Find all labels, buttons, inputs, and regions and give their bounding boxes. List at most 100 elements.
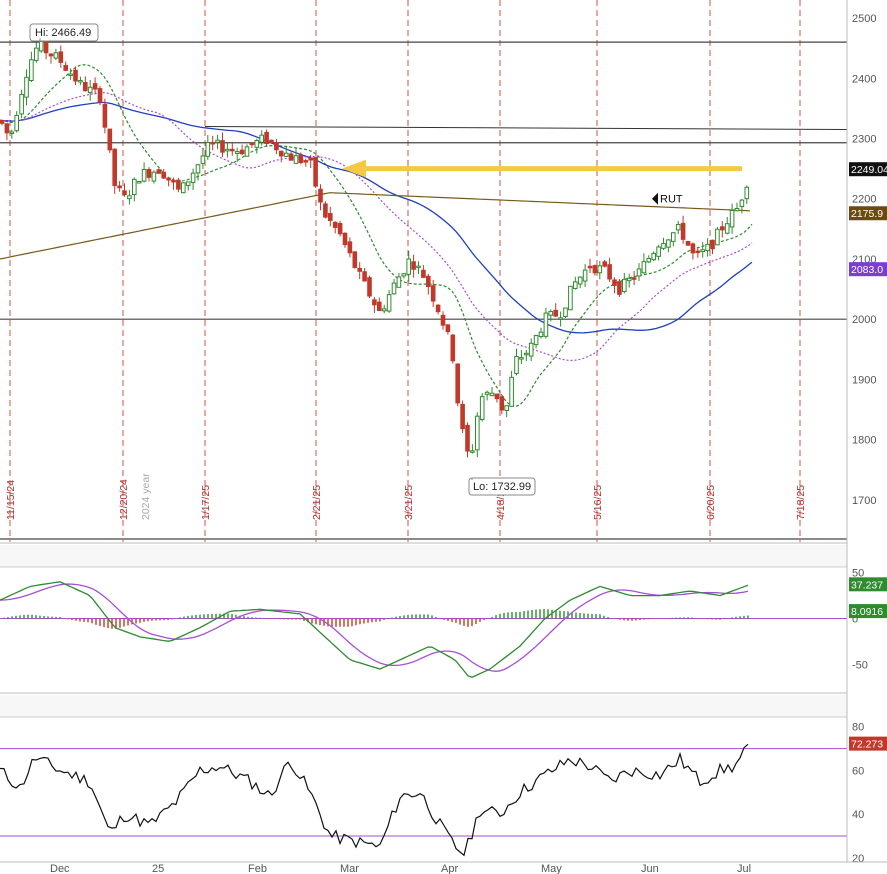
- candle-up: [538, 331, 544, 337]
- candle-down: [48, 53, 54, 57]
- macd-axis-ticks: -50 0 50: [0, 568, 868, 671]
- candle-down: [332, 221, 338, 228]
- x-axis-label: Apr: [441, 863, 458, 874]
- candle-up: [479, 396, 485, 420]
- candle-down: [264, 131, 269, 145]
- macd-tick-label: 0: [852, 614, 858, 626]
- arrow-head: [342, 159, 366, 178]
- macd-signal-line: [0, 583, 749, 672]
- price-tick-label: 1900: [852, 374, 876, 386]
- candle-up: [636, 268, 642, 277]
- price-tick-label: 2200: [852, 194, 876, 206]
- candle-up: [739, 199, 745, 208]
- candle-down: [435, 304, 441, 313]
- candle-up: [744, 186, 750, 200]
- candle-down: [73, 69, 78, 82]
- macd-tag-label: 37.237: [851, 579, 883, 591]
- candle-up: [504, 405, 509, 411]
- candle-down: [4, 123, 10, 134]
- x-axis-label: Mar: [340, 863, 359, 874]
- candle-up: [656, 246, 661, 257]
- price-tick-label: 2400: [852, 73, 876, 85]
- candle-down: [239, 149, 245, 155]
- date-marker-label: 2/21/25: [311, 485, 323, 520]
- price-tag-box: [849, 262, 887, 277]
- candle-up: [641, 261, 647, 274]
- candle-down: [357, 267, 362, 272]
- rsi-axis-ticks: 20 40 60 80: [0, 722, 864, 865]
- candle-up: [519, 357, 524, 360]
- candle-up: [24, 76, 29, 98]
- candle-down: [92, 83, 98, 90]
- candle-down: [421, 269, 426, 278]
- candle-down: [602, 261, 608, 267]
- year-marker-label: 2024 year: [140, 473, 152, 520]
- candle-up: [705, 243, 710, 252]
- candle-down: [720, 226, 725, 231]
- candle-up: [386, 294, 392, 312]
- candle-up: [543, 312, 549, 337]
- horizontal-levels: [0, 41, 848, 540]
- rsi-panel: 20 40 60 80 72.273: [0, 722, 887, 865]
- candle-up: [136, 181, 142, 184]
- rsi-tick-label: 40: [852, 809, 864, 821]
- candle-up: [597, 265, 603, 274]
- candle-up: [729, 209, 735, 228]
- candle-down: [426, 275, 431, 288]
- candle-down: [303, 160, 309, 163]
- candle-up: [548, 310, 554, 316]
- candle-down: [342, 232, 348, 246]
- candles: [0, 37, 750, 458]
- macd-line: [0, 581, 749, 679]
- candle-down: [117, 185, 122, 189]
- x-axis-label: Jun: [641, 863, 659, 874]
- candle-down: [465, 424, 470, 452]
- date-marker-label: 7/18/25: [795, 485, 807, 520]
- candle-down: [112, 148, 118, 187]
- price-tag-label: 2249.04: [851, 164, 887, 176]
- rsi-tick-label: 60: [852, 765, 864, 777]
- symbol-label: RUT: [660, 194, 683, 206]
- candle-down: [450, 334, 456, 362]
- candle-up: [563, 307, 568, 318]
- rut-pointer: [652, 192, 658, 205]
- candle-up: [396, 276, 402, 288]
- price-tags: 2249.04 2175.9 2083.0: [849, 162, 887, 277]
- candle-up: [700, 249, 706, 253]
- date-marker-label: 6/20/25: [705, 485, 717, 520]
- rsi-tick-label: 80: [852, 722, 864, 734]
- price-tick-label: 1800: [852, 435, 876, 447]
- candle-down: [455, 363, 460, 404]
- candle-down: [352, 251, 358, 268]
- candle-up: [68, 73, 73, 77]
- candle-up: [484, 391, 490, 395]
- price-tag-label: 2175.9: [851, 208, 883, 220]
- candle-up: [9, 131, 15, 134]
- candle-up: [528, 342, 534, 357]
- candle-down: [587, 265, 593, 269]
- candle-down: [328, 213, 333, 221]
- candle-up: [181, 182, 186, 194]
- ma-mid-line: [0, 101, 753, 334]
- candle-up: [509, 376, 514, 407]
- candle-down: [347, 241, 353, 254]
- candle-up: [470, 450, 475, 453]
- candle-down: [612, 279, 617, 286]
- annotations: Hi: 2466.49 Lo: 1732.99 RUT: [29, 23, 742, 496]
- date-marker-label: 11/15/24: [5, 480, 17, 520]
- candle-down: [230, 148, 235, 152]
- price-tag-box: [849, 162, 887, 177]
- candle-down: [0, 120, 5, 124]
- candle-up: [577, 276, 583, 285]
- candle-down: [171, 179, 176, 183]
- candle-up: [646, 257, 652, 263]
- candle-up: [724, 223, 730, 234]
- candle-down: [695, 250, 701, 254]
- candle-down: [710, 239, 715, 250]
- macd-lines: [0, 581, 749, 679]
- rsi-lines: [0, 743, 749, 857]
- macd-tick-label: 50: [852, 568, 864, 580]
- candle-down: [210, 141, 215, 145]
